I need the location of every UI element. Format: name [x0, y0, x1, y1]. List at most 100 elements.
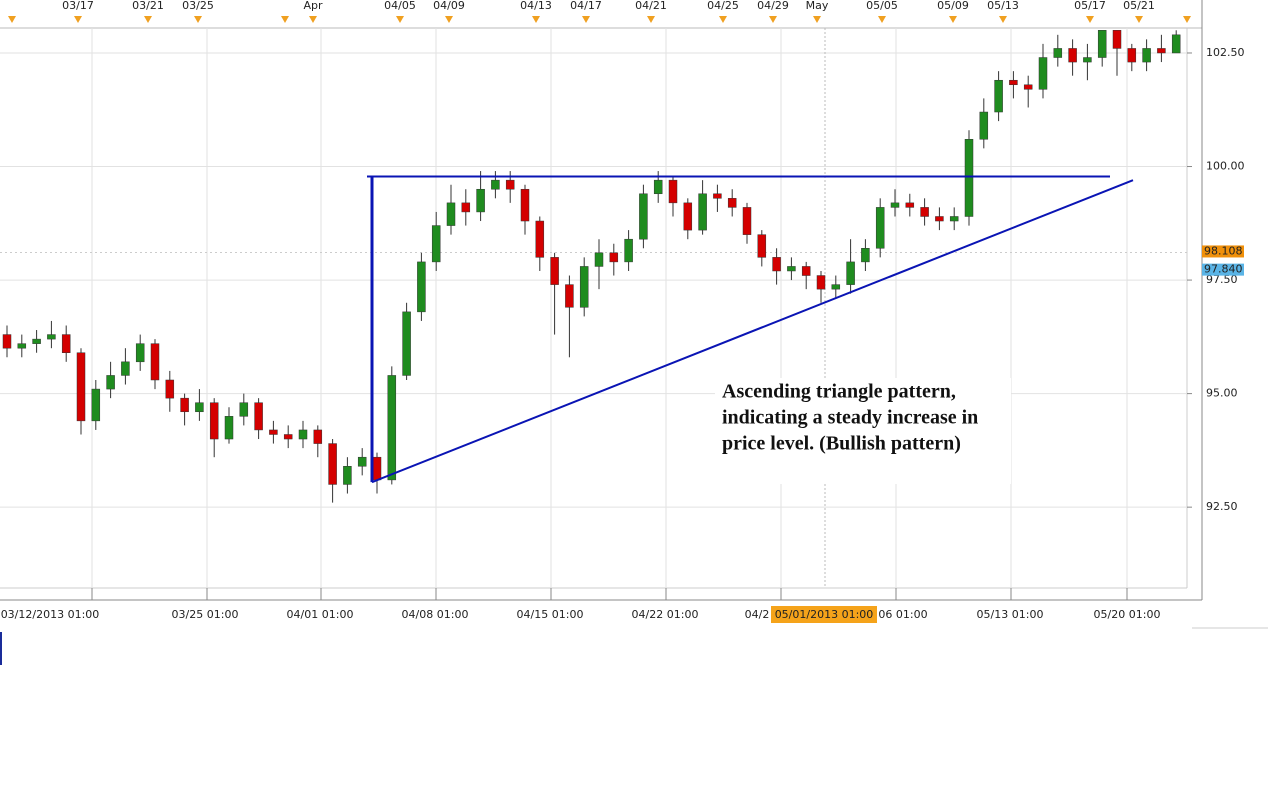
- candle-body: [328, 443, 337, 485]
- candle-body: [550, 257, 559, 285]
- date-marker-triangle: [769, 16, 777, 23]
- candle-body: [461, 202, 471, 213]
- candle-body: [653, 179, 663, 195]
- candle-body: [209, 402, 219, 440]
- date-marker-triangle: [582, 16, 590, 23]
- candle-body: [343, 466, 352, 485]
- candle-body: [1038, 57, 1048, 90]
- candle-body: [357, 456, 367, 467]
- candle-body: [816, 275, 826, 290]
- candle-body: [594, 252, 604, 267]
- candle-body: [372, 456, 382, 481]
- date-marker-triangle: [74, 16, 82, 23]
- candle-body: [224, 416, 234, 440]
- date-marker-triangle: [532, 16, 540, 23]
- candle-body: [1112, 30, 1122, 49]
- price-marker-box: [1202, 263, 1244, 276]
- candle-body: [165, 379, 175, 399]
- candle-body: [964, 139, 974, 217]
- candle-body: [1171, 34, 1181, 54]
- candle-body: [431, 225, 441, 263]
- annotation-text: price level. (Bullish pattern): [722, 433, 961, 455]
- candle-body: [446, 202, 456, 226]
- candle-body: [535, 220, 545, 258]
- x-tick-label: 04/2: [745, 608, 770, 621]
- candle-body: [17, 343, 27, 349]
- date-marker-label: 05/17: [1074, 0, 1106, 12]
- date-marker-triangle: [144, 16, 152, 23]
- x-tick-label: 04/08 01:00: [402, 608, 469, 621]
- date-marker-triangle: [647, 16, 655, 23]
- candle-body: [905, 202, 915, 208]
- candle-body: [1157, 48, 1166, 54]
- candle-body: [91, 388, 101, 422]
- candle-body: [283, 434, 293, 440]
- y-tick-label: 92.50: [1206, 500, 1238, 513]
- candle-body: [269, 429, 278, 435]
- candle-body: [1068, 48, 1077, 63]
- candle-body: [890, 202, 900, 208]
- candle-body: [742, 207, 752, 235]
- annotation-text: Ascending triangle pattern,: [722, 381, 956, 403]
- candle-body: [757, 234, 767, 258]
- x-tick-label: 05/13 01:00: [977, 608, 1044, 621]
- date-marker-label: Apr: [303, 0, 323, 12]
- candle-body: [713, 193, 722, 199]
- candle-body: [1142, 48, 1151, 63]
- date-marker-label: 04/09: [433, 0, 465, 12]
- candle-body: [579, 266, 589, 308]
- candle-body: [402, 311, 411, 376]
- price-marker-box: [1202, 245, 1244, 258]
- candle-body: [831, 284, 841, 290]
- candle-body: [846, 261, 855, 285]
- date-marker-label: 04/25: [707, 0, 739, 12]
- pattern-lines: [367, 175, 1134, 484]
- price-marker-label: 98.108: [1204, 244, 1243, 257]
- candle-body: [1127, 48, 1137, 63]
- candle-body: [1083, 57, 1092, 63]
- candle-body: [727, 198, 737, 208]
- date-marker-triangle: [396, 16, 404, 23]
- candle-body: [994, 79, 1003, 113]
- candle-body: [2, 334, 12, 349]
- date-marker-label: May: [806, 0, 829, 12]
- candle-body: [520, 188, 530, 222]
- candle-body: [772, 257, 781, 272]
- candle-body: [698, 193, 707, 231]
- x-tick-label: 04/15 01:00: [517, 608, 584, 621]
- date-marker-triangle: [813, 16, 821, 23]
- y-tick-label: 100.00: [1206, 160, 1245, 173]
- y-tick-label: 97.50: [1206, 273, 1238, 286]
- candle-body: [920, 207, 929, 217]
- candle-body: [239, 402, 249, 417]
- y-tick-label: 102.50: [1206, 46, 1245, 59]
- date-marker-label: 04/05: [384, 0, 416, 12]
- candle-body: [668, 179, 678, 204]
- y-tick-label: 95.00: [1206, 387, 1238, 400]
- candle-body: [121, 361, 130, 376]
- candle-body: [135, 343, 145, 363]
- candle-body: [150, 343, 160, 381]
- candle-body: [76, 352, 86, 422]
- candle-body: [875, 207, 885, 249]
- date-marker-label: 03/17: [62, 0, 94, 12]
- date-marker-triangle: [1183, 16, 1191, 23]
- candle-body: [476, 188, 485, 213]
- date-marker-label: 03/25: [182, 0, 214, 12]
- date-marker-triangle: [8, 16, 16, 23]
- x-tick-label: 03/25 01:00: [172, 608, 239, 621]
- candle-body: [935, 216, 944, 222]
- candle-body: [417, 261, 426, 313]
- date-marker-label: 04/13: [520, 0, 552, 12]
- date-marker-label: 05/21: [1123, 0, 1155, 12]
- x-tick-label: 04/01 01:00: [287, 608, 354, 621]
- date-marker-label: 04/29: [757, 0, 789, 12]
- price-marker-label: 97.840: [1204, 263, 1243, 276]
- candle-body: [1053, 48, 1063, 58]
- date-marker-label: 04/21: [635, 0, 667, 12]
- annotation-text: indicating a steady increase in: [722, 407, 978, 429]
- date-marker-label: 05/09: [937, 0, 969, 12]
- candles: [2, 30, 1181, 503]
- candle-body: [32, 338, 41, 344]
- crosshair-label: 05/01/2013 01:00: [775, 608, 874, 621]
